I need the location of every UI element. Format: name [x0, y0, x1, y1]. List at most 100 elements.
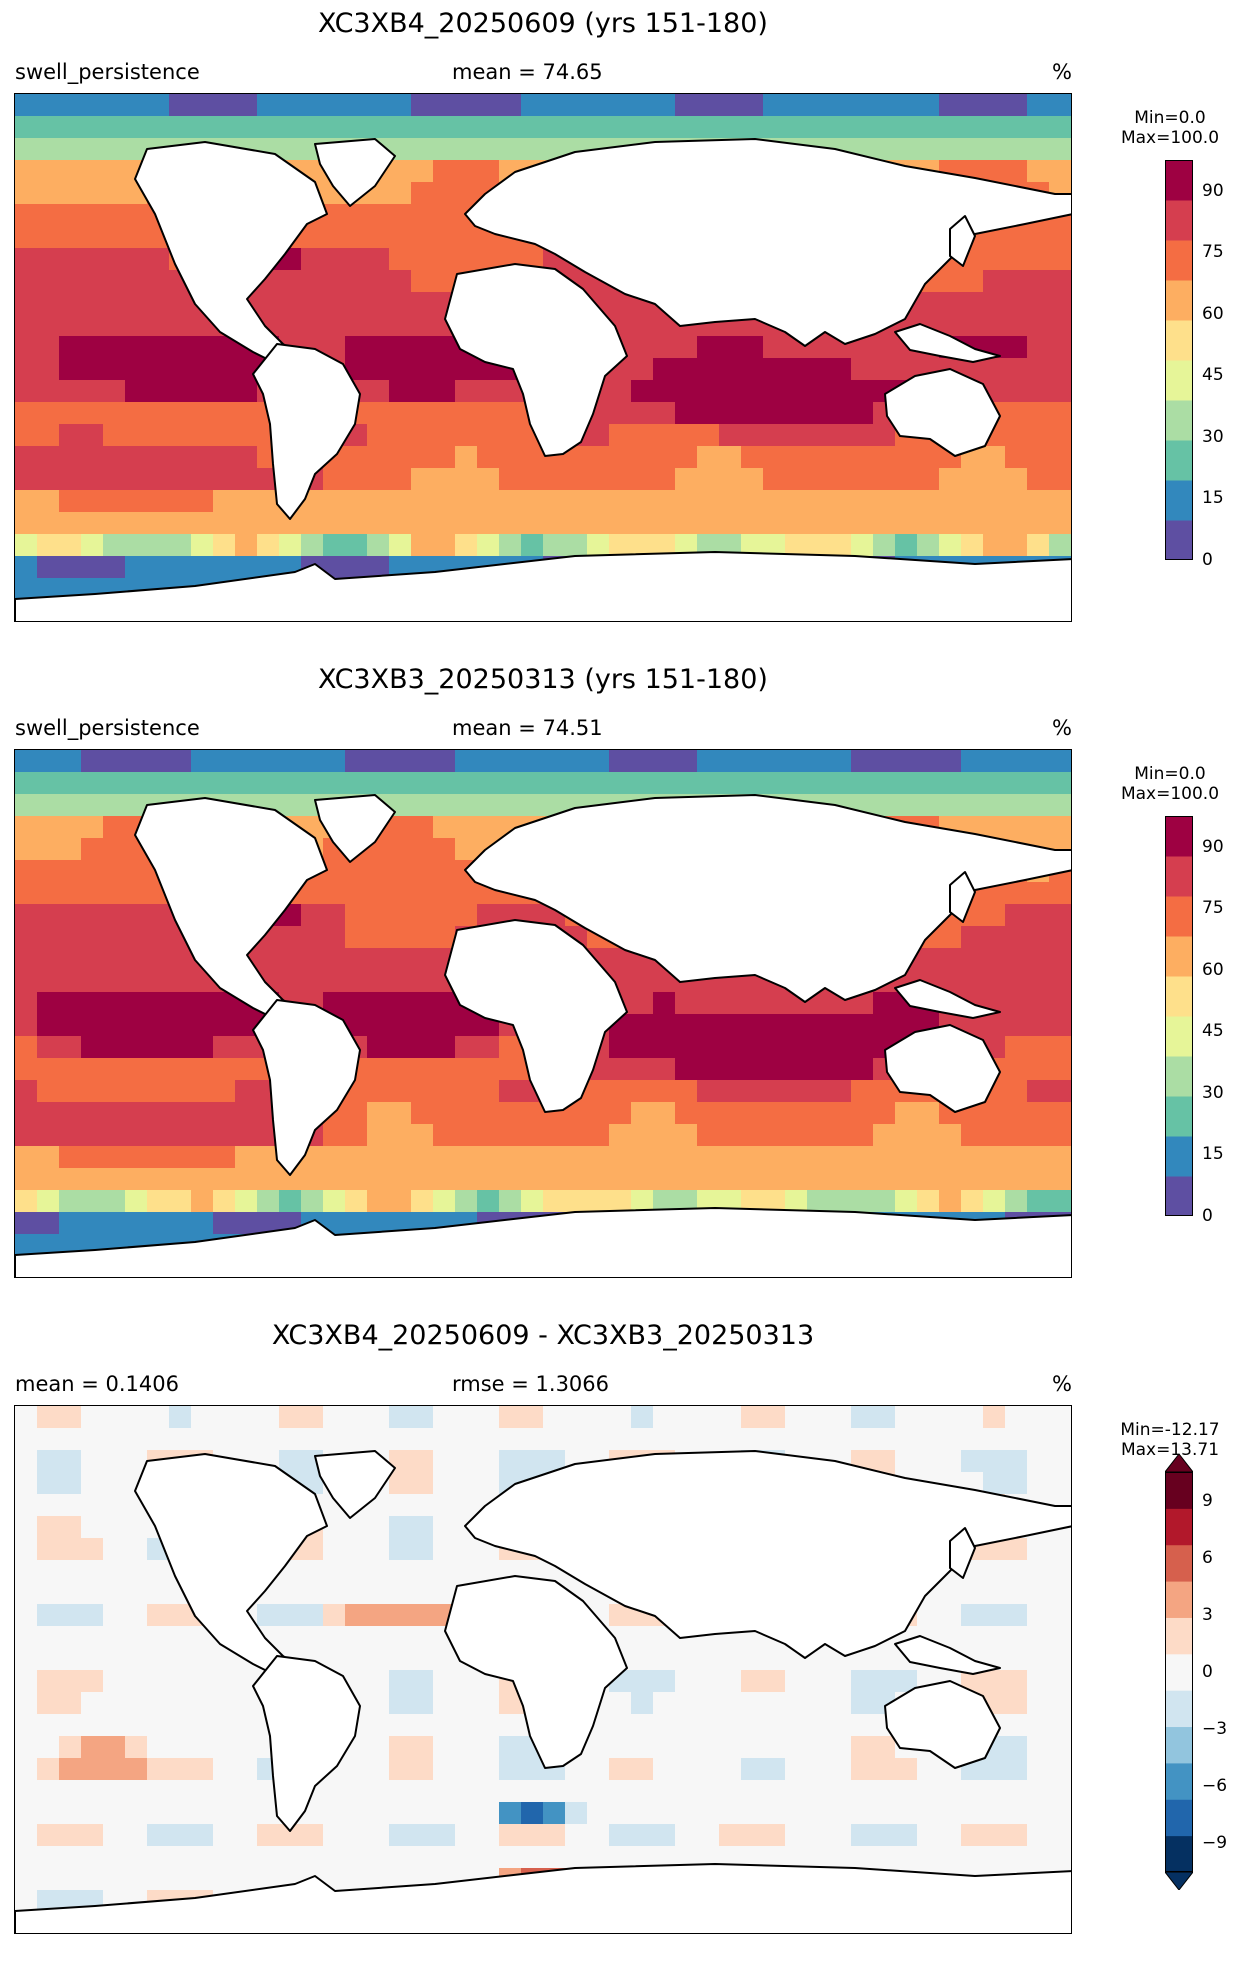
panel-title: XC3XB4_20250609 - XC3XB3_20250313	[271, 1320, 815, 1351]
colorbar-tick-label: 3	[1202, 1604, 1213, 1625]
panel-difference: XC3XB4_20250609 - XC3XB3_20250313 mean =…	[0, 1312, 1245, 1962]
colorbar-segment	[1165, 976, 1193, 1017]
coastline-greenland	[314, 794, 396, 863]
coastline-eurasia	[464, 794, 1071, 1003]
world-map	[14, 1405, 1072, 1934]
rmse-label: rmse = 1.3066	[452, 1372, 610, 1396]
land-mask	[15, 1450, 1071, 1933]
colorbar-segment	[1165, 520, 1193, 560]
colorbar-segment	[1165, 240, 1193, 281]
coastline-greenland	[314, 138, 396, 207]
variable-label: swell_persistence	[15, 716, 200, 740]
mean-label: mean = 74.51	[452, 716, 603, 740]
coastline-greenland	[314, 1450, 396, 1519]
colorbar-min: Min=0.0	[1134, 764, 1206, 784]
colorbar-tick-label: −3	[1202, 1719, 1228, 1740]
colorbar-max: Max=100.0	[1120, 784, 1220, 804]
colorbar-segment	[1165, 1762, 1193, 1800]
world-map-plot	[15, 1406, 1071, 1933]
data-field	[15, 1406, 1071, 1933]
units-label: %	[1052, 1372, 1072, 1396]
variable-label: swell_persistence	[15, 60, 200, 84]
colorbar-tick-label: 90	[1202, 180, 1224, 201]
colorbar-segment	[1165, 1617, 1193, 1655]
colorbar-segment	[1165, 320, 1193, 361]
colorbar-segment	[1165, 1544, 1193, 1582]
coastline-eurasia	[464, 138, 1071, 347]
coastline-south-america	[252, 1655, 361, 1832]
coastline-australia	[884, 368, 1001, 457]
coastline-indonesia	[894, 323, 1001, 363]
coastline-japan	[949, 871, 976, 923]
colorbar-min: Min=0.0	[1134, 108, 1206, 128]
coastline-africa	[444, 919, 628, 1113]
colorbar-scale	[1165, 1472, 1193, 1872]
colorbar-segment	[1165, 1136, 1193, 1177]
colorbar-min: Min=-12.17	[1120, 1420, 1220, 1440]
colorbar-tick-label: 45	[1202, 1021, 1224, 1042]
colorbar-tick-label: 75	[1202, 898, 1224, 919]
coastline-south-america	[252, 999, 361, 1176]
units-label: %	[1052, 60, 1072, 84]
colorbar-tick-label: 30	[1202, 426, 1224, 447]
colorbar-tick-label: 60	[1202, 959, 1224, 980]
colorbar-segment	[1165, 1016, 1193, 1057]
colorbar-max: Max=13.71	[1120, 1440, 1220, 1460]
coastline-antarctica	[15, 1207, 1071, 1277]
colorbar-segment	[1165, 400, 1193, 441]
panel-title: XC3XB3_20250313 (yrs 151-180)	[318, 664, 768, 695]
colorbar-segment	[1165, 1653, 1193, 1691]
colorbar-tick-label: 0	[1202, 550, 1213, 570]
coastline-africa	[444, 1575, 628, 1769]
colorbar-range: Min=0.0 Max=100.0	[1100, 764, 1240, 804]
colorbar-segment	[1165, 1690, 1193, 1728]
colorbar-segment	[1165, 1472, 1193, 1509]
colorbar-range: Min=-12.17 Max=13.71	[1100, 1420, 1240, 1460]
mean-label: mean = 0.1406	[15, 1372, 179, 1396]
colorbar-tick-label: 0	[1202, 1662, 1213, 1682]
colorbar-segment	[1165, 1835, 1193, 1872]
colorbar-segment	[1165, 936, 1193, 977]
world-map	[14, 93, 1072, 622]
colorbar-tick-label: 30	[1202, 1082, 1224, 1103]
colorbar-tick-label: 15	[1202, 488, 1224, 509]
colorbar-range: Min=0.0 Max=100.0	[1100, 108, 1240, 148]
colorbar-tick-label: 90	[1202, 836, 1224, 857]
colorbar-tick-label: 60	[1202, 303, 1224, 324]
coastline-africa	[444, 263, 628, 457]
colorbar-segment	[1165, 856, 1193, 897]
colorbar-frame	[1165, 1472, 1193, 1872]
colorbar-segment	[1165, 1096, 1193, 1137]
coastline-eurasia	[464, 1450, 1071, 1659]
colorbar-frame	[1165, 816, 1193, 1216]
coastline-japan	[949, 1527, 976, 1579]
world-map-plot	[15, 750, 1071, 1277]
colorbar: Min=-12.17 Max=13.71 −9 −6 −3 0 3 6 9	[1100, 1410, 1245, 1890]
colorbar-extend-min	[1165, 1872, 1193, 1890]
colorbar-tick-label: 9	[1202, 1490, 1213, 1511]
colorbar-tick-label: −9	[1202, 1833, 1228, 1854]
units-label: %	[1052, 716, 1072, 740]
colorbar-tick-label: 6	[1202, 1547, 1213, 1568]
colorbar-tick-label: 0	[1202, 1206, 1213, 1226]
coastline-antarctica	[15, 1863, 1071, 1933]
colorbar-segment	[1165, 280, 1193, 321]
colorbar-segment	[1165, 1726, 1193, 1764]
colorbar: Min=0.0 Max=100.0 0 15 30 45 60 75 90	[1100, 754, 1245, 1234]
coastline-indonesia	[894, 979, 1001, 1019]
coastline-japan	[949, 215, 976, 267]
colorbar-scale	[1165, 816, 1193, 1216]
world-map-plot	[15, 94, 1071, 621]
panel-model-2: XC3XB3_20250313 (yrs 151-180) swell_pers…	[0, 656, 1245, 1306]
colorbar-scale	[1165, 160, 1193, 560]
colorbar-tick-label: 15	[1202, 1144, 1224, 1165]
colorbar-segment	[1165, 896, 1193, 937]
colorbar-segment	[1165, 200, 1193, 241]
coastline-australia	[884, 1024, 1001, 1113]
land-mask	[15, 138, 1071, 621]
land-mask	[15, 794, 1071, 1277]
colorbar-segment	[1165, 1508, 1193, 1546]
colorbar-segment	[1165, 480, 1193, 521]
coastline-south-america	[252, 343, 361, 520]
mean-label: mean = 74.65	[452, 60, 603, 84]
